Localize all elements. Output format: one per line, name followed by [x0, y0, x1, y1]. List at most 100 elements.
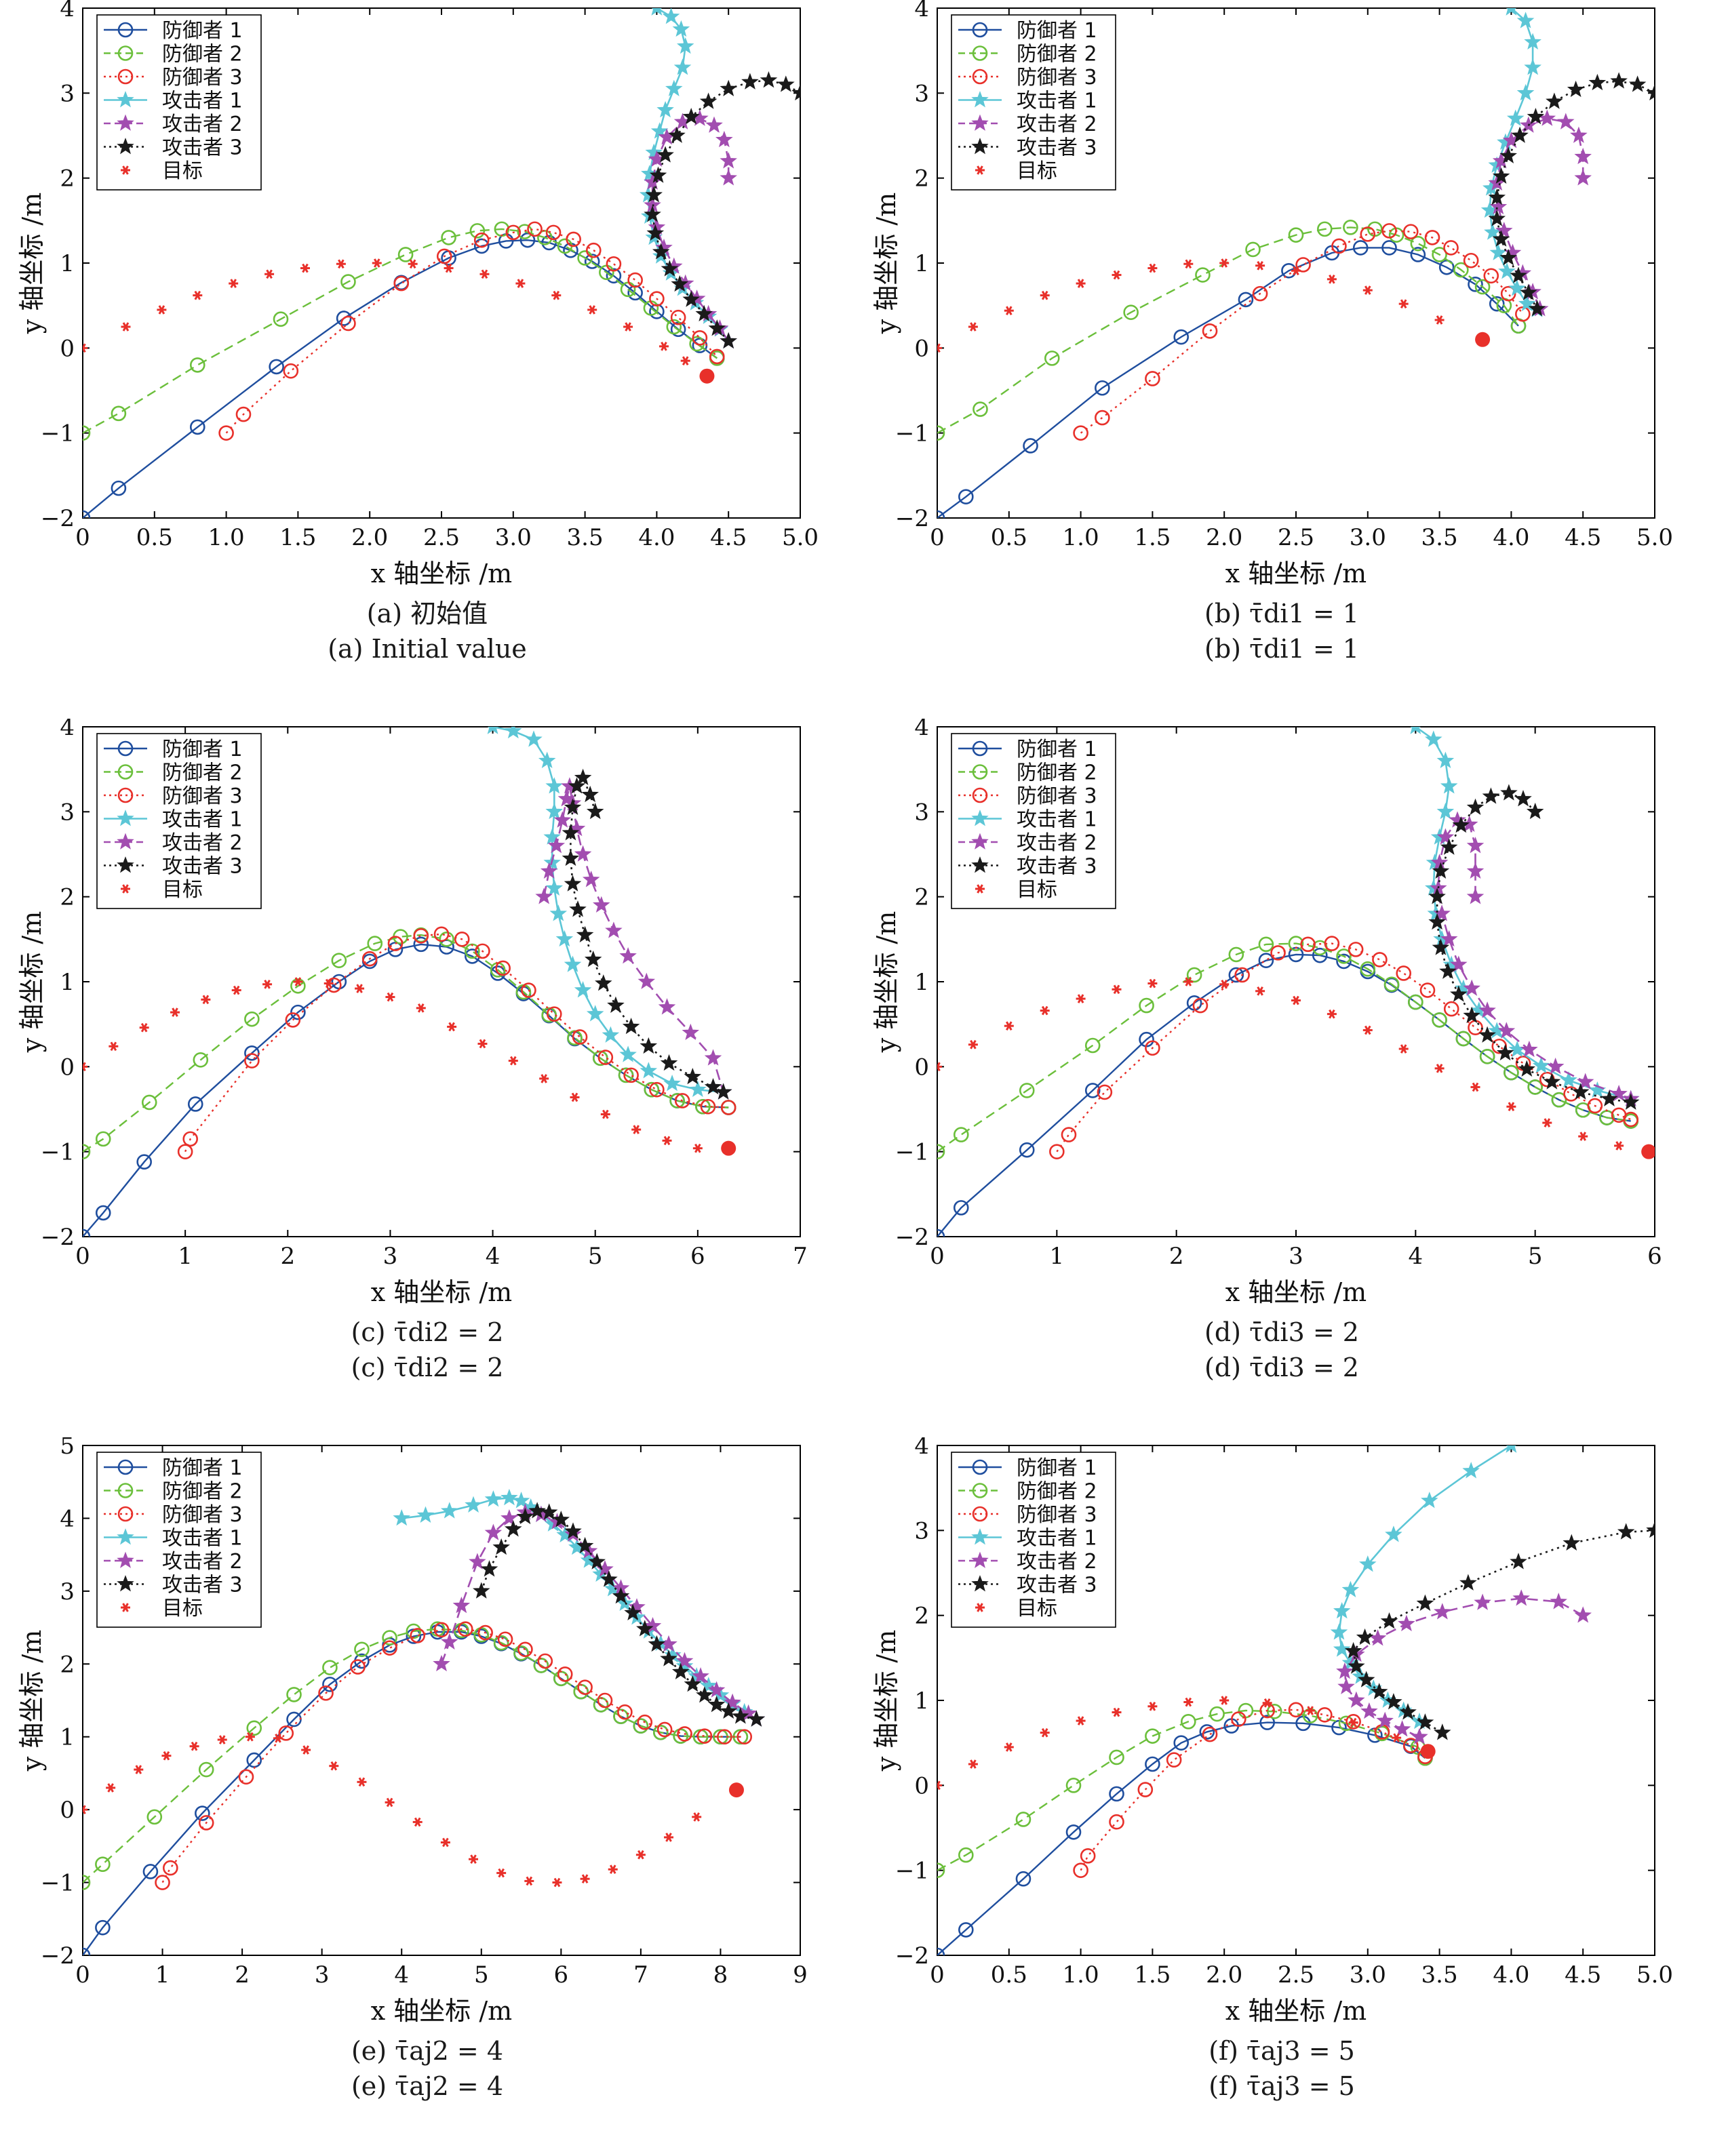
x-tick-label: 1.5: [1134, 524, 1171, 551]
series-7-point: [580, 1874, 590, 1884]
series-6-point: [699, 92, 718, 109]
legend-label: 攻击者 3: [1017, 136, 1097, 160]
series-6-point: [1496, 1043, 1514, 1061]
series-2-point: [1186, 967, 1202, 983]
x-tick-label: 1.0: [208, 524, 245, 551]
series-2-point: [469, 223, 486, 239]
target-final-point: [1641, 1144, 1655, 1159]
x-tick-label: 0: [75, 1243, 90, 1270]
series-2-point: [1084, 1037, 1101, 1054]
series-2-point: [577, 250, 593, 266]
series-2-point: [397, 247, 414, 262]
series-5-point: [682, 1023, 700, 1041]
series-3-point: [545, 224, 562, 241]
series-5-point: [619, 946, 637, 964]
series-7-point: [139, 1022, 149, 1033]
y-tick-label: 2: [914, 165, 929, 193]
panel-c: 0 1 2 3 4 5 6 7 −2 −1 0 1 2 3 4 x 轴坐标 /m y 轴坐标 /m 防御者 1 防御…: [0, 719, 854, 1437]
series-2-point: [1551, 1092, 1567, 1108]
series-6-point: [562, 824, 580, 841]
legend-label: 目标: [162, 878, 203, 902]
series-5-point: [433, 1654, 450, 1672]
series-5-point: [1550, 1593, 1567, 1610]
series-3-point: [677, 1726, 692, 1742]
x-tick-label: 0: [930, 524, 945, 551]
series-1-point: [1259, 1715, 1275, 1730]
y-tick-label: 3: [60, 80, 75, 107]
series-5-point: [704, 1049, 722, 1066]
series-7-point: [1183, 977, 1194, 986]
series-2: [937, 220, 1527, 441]
series-7: [937, 1696, 1436, 1791]
series-2-point: [1109, 1749, 1124, 1765]
series-2-line: [83, 228, 718, 434]
series-4-point: [1524, 33, 1541, 49]
legend-label: 目标: [162, 1597, 203, 1620]
series-6-point: [636, 1620, 654, 1637]
series-2-point: [1019, 1083, 1035, 1098]
series-5-point: [540, 862, 558, 879]
series-2-point: [1410, 235, 1426, 252]
legend-point: [972, 68, 988, 85]
legend-point: [117, 1483, 134, 1498]
legend-item: 目标: [121, 159, 203, 183]
caption-cn-b: (b) τ̄di1 = 1: [1204, 599, 1359, 628]
series-7-point: [1348, 1717, 1358, 1728]
legend-item: 防御者 3: [958, 66, 1097, 89]
series-6-point: [600, 1570, 618, 1587]
chart-a: 0 0.5 1.0 1.5 2.0 2.5 3.0 3.5 4.0 4.5 5.0 −2 −1 0 1 2 3 4…: [17, 0, 819, 588]
legend-point: [971, 1575, 989, 1592]
series-2-point: [567, 1030, 583, 1046]
y-tick-label: 0: [914, 1054, 929, 1081]
legend-item: 防御者 1: [104, 19, 243, 43]
legend-item: 攻击者 2: [958, 1550, 1097, 1574]
y-tick-label: 3: [914, 80, 929, 107]
series-6-point: [645, 186, 663, 203]
series-5-point: [675, 1652, 694, 1669]
series-4-point: [1330, 1623, 1348, 1640]
series-3-point: [340, 315, 356, 332]
series-7-point: [524, 1876, 534, 1886]
series-7-point: [479, 269, 490, 279]
series-1-point: [187, 1096, 203, 1112]
series-5-point: [1433, 904, 1451, 921]
series-7-point: [662, 1136, 672, 1146]
legend-item: 防御者 3: [958, 1503, 1097, 1527]
series-1-point: [95, 1205, 111, 1221]
x-tick-label: 9: [793, 1961, 808, 1989]
series-3-point: [1348, 942, 1364, 957]
series-3-point: [720, 1100, 736, 1115]
series-7-point: [1434, 1064, 1445, 1073]
series-6-point: [1385, 1693, 1402, 1710]
series-1-point: [1084, 1083, 1101, 1098]
series-6-point: [704, 1077, 722, 1095]
x-tick-label: 1.5: [1134, 1961, 1171, 1989]
series-3-point: [477, 1624, 493, 1641]
series-7-point: [323, 978, 334, 989]
series-7-point: [496, 1868, 507, 1878]
series-2: [83, 1621, 749, 1890]
series-4-point: [1508, 279, 1526, 296]
series-3-point: [1202, 1726, 1218, 1742]
caption-en-f: (f) τ̄aj3 = 5: [1209, 2071, 1355, 2101]
series-3-point: [497, 1631, 513, 1648]
series-6-point: [720, 1702, 737, 1719]
series-2-point: [193, 1052, 209, 1068]
series-3-point: [517, 1641, 533, 1658]
series-1-point: [958, 1922, 974, 1938]
legend-item: 防御者 1: [958, 1456, 1097, 1480]
series-7-point: [264, 269, 275, 279]
series-6-point: [660, 1650, 677, 1666]
x-tick-label: 0.5: [991, 1961, 1027, 1989]
series-3-point: [537, 1653, 553, 1669]
series-7-point: [477, 1039, 488, 1049]
series-1-point: [1238, 292, 1254, 308]
series-6-point: [1520, 283, 1537, 300]
series-4-point: [1516, 83, 1535, 101]
series-5-point: [1393, 1720, 1411, 1737]
series-3-point: [1402, 224, 1419, 239]
plot-frame: [82, 1445, 801, 1956]
series-3-line: [1080, 1709, 1426, 1871]
series-7-point: [1219, 979, 1230, 989]
